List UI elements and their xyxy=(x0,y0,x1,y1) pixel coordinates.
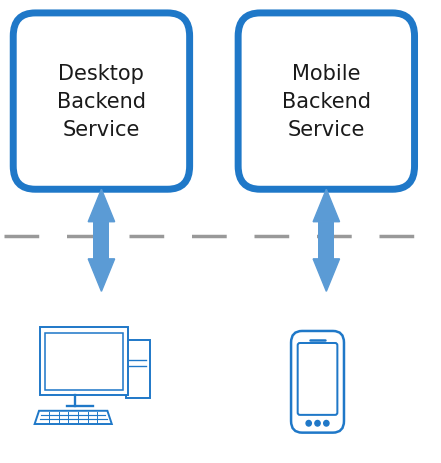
FancyBboxPatch shape xyxy=(126,340,150,398)
FancyBboxPatch shape xyxy=(13,14,190,190)
FancyBboxPatch shape xyxy=(238,14,415,190)
Circle shape xyxy=(324,420,329,426)
FancyBboxPatch shape xyxy=(291,331,344,433)
FancyBboxPatch shape xyxy=(298,343,337,415)
Polygon shape xyxy=(88,259,115,292)
Polygon shape xyxy=(88,190,115,222)
Text: Desktop
Backend
Service: Desktop Backend Service xyxy=(57,64,146,140)
Polygon shape xyxy=(313,190,340,222)
Polygon shape xyxy=(313,259,340,292)
FancyBboxPatch shape xyxy=(318,222,334,259)
Circle shape xyxy=(306,420,311,426)
FancyBboxPatch shape xyxy=(40,327,128,395)
Circle shape xyxy=(315,420,320,426)
Polygon shape xyxy=(35,411,112,424)
Text: Mobile
Backend
Service: Mobile Backend Service xyxy=(282,64,371,140)
FancyBboxPatch shape xyxy=(45,333,123,390)
FancyBboxPatch shape xyxy=(93,222,109,259)
